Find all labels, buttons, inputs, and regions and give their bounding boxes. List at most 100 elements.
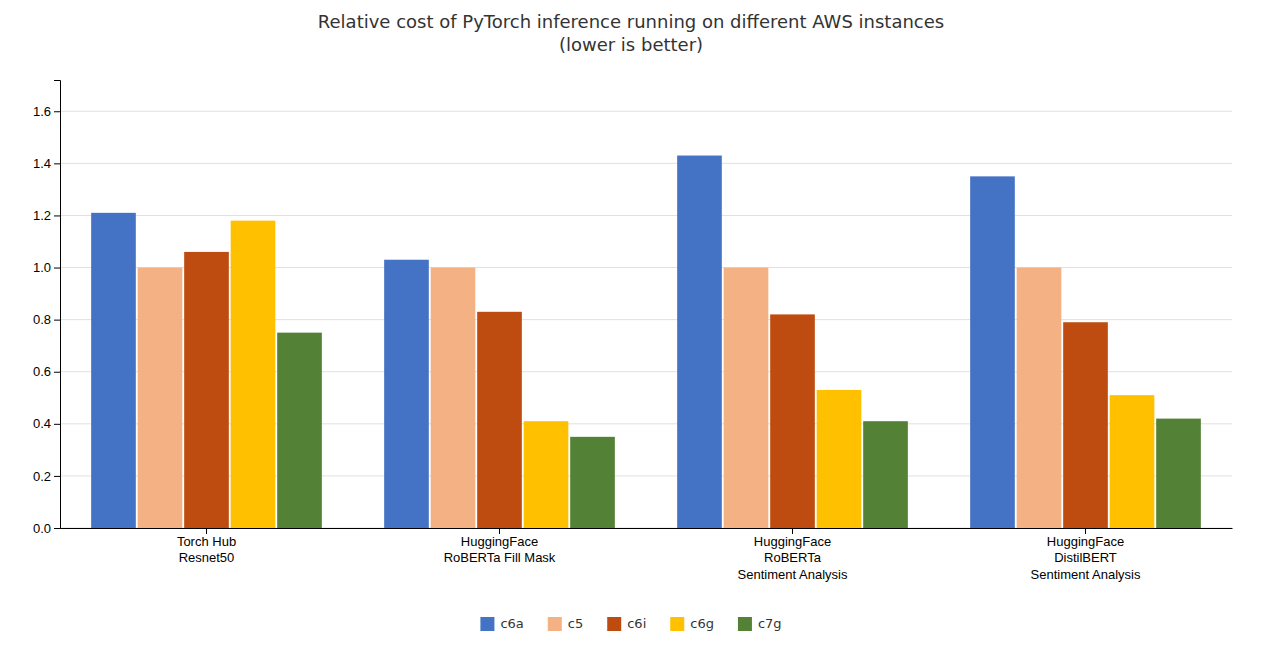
tick-mark xyxy=(54,111,60,112)
legend-swatch xyxy=(548,617,562,631)
tick-label-line: RoBERTa xyxy=(764,550,822,565)
legend-label: c6g xyxy=(690,616,714,631)
legend-swatch xyxy=(670,617,684,631)
bar xyxy=(431,268,476,528)
tick-label: 0.8 xyxy=(33,312,51,327)
legend-label: c6i xyxy=(627,616,646,631)
tick-label: HuggingFaceRoBERTa Fill Mask xyxy=(444,534,556,565)
bar xyxy=(524,421,569,528)
plot: 0.0 0.2 0.4 0.6 0.8 1.0 1.2 1.4 1.6 Torch HubResn… xyxy=(33,81,1233,582)
tick-mark xyxy=(54,528,60,529)
tick: 1.6 xyxy=(33,104,60,119)
bar xyxy=(570,437,615,528)
tick-label: 0.6 xyxy=(33,364,51,379)
bar xyxy=(770,314,815,528)
bar xyxy=(1063,322,1108,528)
legend-item: c6a xyxy=(480,616,523,631)
tick-label-line: Torch Hub xyxy=(177,534,236,549)
tick-mark xyxy=(206,528,207,534)
series xyxy=(277,333,1201,528)
tick-mark xyxy=(54,424,60,425)
tick-mark xyxy=(499,528,500,534)
tick-label-line: Sentiment Analysis xyxy=(738,567,848,582)
tick-label: Torch HubResnet50 xyxy=(177,534,236,565)
tick-label: HuggingFaceRoBERTa Sentiment Analysis xyxy=(738,534,848,582)
tick: Torch HubResnet50 xyxy=(177,528,236,565)
tick: 0.0 xyxy=(33,521,60,536)
title: Relative cost of PyTorch inference runni… xyxy=(318,11,944,55)
tick-mark xyxy=(792,528,793,534)
bar xyxy=(1017,268,1062,528)
tick: 1.4 xyxy=(33,156,60,171)
tick: 0.2 xyxy=(33,469,60,484)
bar xyxy=(91,213,136,528)
bar xyxy=(477,312,522,528)
tick: 1.2 xyxy=(33,208,60,223)
series xyxy=(138,268,1062,528)
grid-line xyxy=(60,111,1232,112)
tick-label: 1.2 xyxy=(33,208,51,223)
tick-mark xyxy=(54,476,60,477)
grid-line xyxy=(60,163,1232,164)
bar xyxy=(817,390,862,528)
legend-swatch xyxy=(738,617,752,631)
legend-item: c6g xyxy=(670,616,714,631)
tick-label: 1.4 xyxy=(33,156,51,171)
bar xyxy=(1110,395,1155,528)
bar xyxy=(277,333,322,528)
tick: 0.4 xyxy=(33,416,60,431)
legend-label: c7g xyxy=(758,616,782,631)
series xyxy=(184,252,1108,528)
title-line: Relative cost of PyTorch inference runni… xyxy=(318,11,944,32)
x-axis: Torch HubResnet50HuggingFaceRoBERTa Fill… xyxy=(61,528,1233,582)
tick-label-line: DistilBERT xyxy=(1054,550,1117,565)
series xyxy=(231,221,1155,528)
tick: 0.8 xyxy=(33,312,60,327)
axis-line xyxy=(54,81,61,529)
bar xyxy=(1156,419,1201,528)
bar xyxy=(724,268,769,528)
title-line: (lower is better) xyxy=(559,34,703,55)
tick-label-line: HuggingFace xyxy=(754,534,831,549)
bar xyxy=(231,221,276,528)
legend-swatch xyxy=(607,617,621,631)
tick-label: 0.0 xyxy=(33,521,51,536)
legend-label: c5 xyxy=(568,616,583,631)
tick-label-line: Resnet50 xyxy=(179,550,235,565)
tick-mark xyxy=(54,320,60,321)
tick-label-line: HuggingFace xyxy=(461,534,538,549)
legend-item: c7g xyxy=(738,616,782,631)
grid-line xyxy=(60,215,1232,216)
bars xyxy=(91,156,1201,528)
tick: HuggingFaceRoBERTa Sentiment Analysis xyxy=(738,528,848,582)
bar xyxy=(677,156,722,528)
tick: 1.0 xyxy=(33,260,60,275)
tick: HuggingFaceDistilBERT Sentiment Analysis xyxy=(1031,528,1141,582)
bar xyxy=(184,252,229,528)
tick: 0.6 xyxy=(33,364,60,379)
tick-label: 1.0 xyxy=(33,260,51,275)
chart: Relative cost of PyTorch inference runni… xyxy=(0,0,1262,668)
legend-item: c5 xyxy=(548,616,583,631)
tick-label-line: HuggingFace xyxy=(1047,534,1124,549)
axis-line xyxy=(61,528,1233,529)
bar xyxy=(138,268,183,528)
legend-swatch xyxy=(480,617,494,631)
y-axis: 0.0 0.2 0.4 0.6 0.8 1.0 1.2 1.4 1.6 xyxy=(33,81,61,536)
tick-label-line: Sentiment Analysis xyxy=(1031,567,1141,582)
legend: c6a c5 c6i c6g c7g xyxy=(480,616,781,631)
legend-item: c6i xyxy=(607,616,646,631)
bar xyxy=(970,176,1015,528)
tick-label: 1.6 xyxy=(33,104,51,119)
tick-mark xyxy=(54,215,60,216)
grid xyxy=(60,111,1232,528)
tick-label-line: RoBERTa Fill Mask xyxy=(444,550,556,565)
tick-mark xyxy=(54,268,60,269)
tick: HuggingFaceRoBERTa Fill Mask xyxy=(444,528,556,565)
tick-mark xyxy=(54,372,60,373)
tick-label: 0.2 xyxy=(33,469,51,484)
legend-label: c6a xyxy=(500,616,523,631)
tick-label: 0.4 xyxy=(33,416,51,431)
series xyxy=(91,156,1015,528)
bar xyxy=(384,260,429,528)
